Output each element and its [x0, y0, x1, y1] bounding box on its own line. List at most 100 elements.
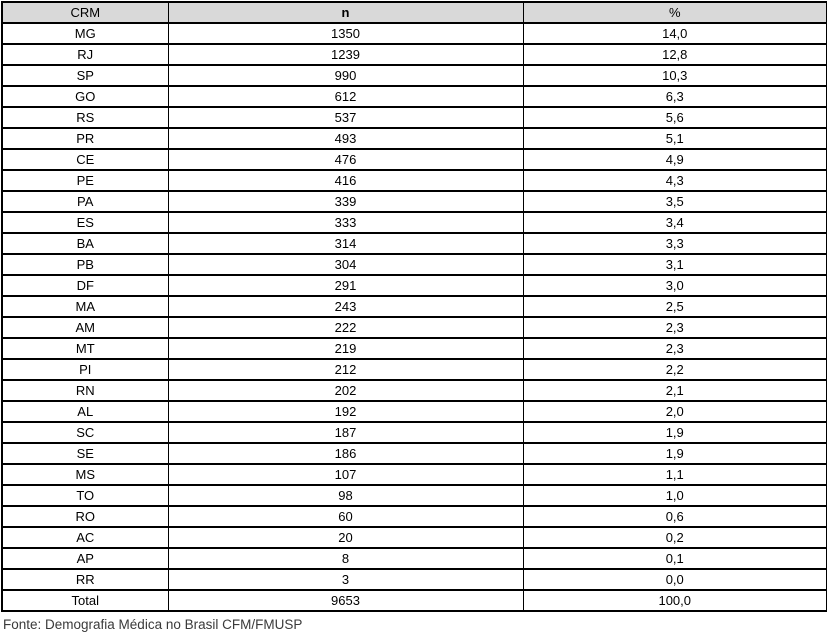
cell-pct: 5,1 [522, 127, 827, 150]
total-pct: 100,0 [522, 589, 827, 612]
cell-n: 3 [167, 568, 524, 591]
cell-pct: 3,3 [522, 232, 827, 255]
cell-pct: 3,0 [522, 274, 827, 297]
table-row: AL 192 2,0 [1, 400, 827, 423]
cell-crm: PR [1, 127, 169, 150]
cell-pct: 5,6 [522, 106, 827, 129]
table-row: AM 222 2,3 [1, 316, 827, 339]
cell-crm: AP [1, 547, 169, 570]
cell-crm: RS [1, 106, 169, 129]
cell-crm: RR [1, 568, 169, 591]
cell-pct: 2,0 [522, 400, 827, 423]
cell-n: 537 [167, 106, 524, 129]
cell-n: 20 [167, 526, 524, 549]
cell-n: 186 [167, 442, 524, 465]
table-row: MT 219 2,3 [1, 337, 827, 360]
cell-pct: 4,9 [522, 148, 827, 171]
cell-n: 612 [167, 85, 524, 108]
cell-crm: MA [1, 295, 169, 318]
cell-pct: 14,0 [522, 22, 827, 45]
table-row: RJ 1239 12,8 [1, 43, 827, 66]
cell-crm: PE [1, 169, 169, 192]
source-note: Fonte: Demografia Médica no Brasil CFM/F… [3, 617, 303, 632]
table-row: RS 537 5,6 [1, 106, 827, 129]
cell-n: 291 [167, 274, 524, 297]
column-header-pct: % [522, 1, 827, 24]
cell-n: 187 [167, 421, 524, 444]
table-row: TO 98 1,0 [1, 484, 827, 507]
cell-n: 333 [167, 211, 524, 234]
table-row: SE 186 1,9 [1, 442, 827, 465]
cell-pct: 10,3 [522, 64, 827, 87]
cell-n: 219 [167, 337, 524, 360]
cell-n: 314 [167, 232, 524, 255]
table-header-row: CRM n % [1, 1, 827, 24]
table-row: MG 1350 14,0 [1, 22, 827, 45]
table-row: PR 493 5,1 [1, 127, 827, 150]
cell-crm: RN [1, 379, 169, 402]
cell-pct: 2,1 [522, 379, 827, 402]
cell-n: 990 [167, 64, 524, 87]
table-row: ES 333 3,4 [1, 211, 827, 234]
table-row: RR 3 0,0 [1, 568, 827, 591]
cell-n: 304 [167, 253, 524, 276]
cell-crm: AM [1, 316, 169, 339]
table-row: AP 8 0,1 [1, 547, 827, 570]
table-row: MS 107 1,1 [1, 463, 827, 486]
cell-pct: 2,3 [522, 316, 827, 339]
crm-distribution-table: CRM n % MG 1350 14,0 RJ 1239 12,8 [1, 1, 827, 612]
cell-crm: SE [1, 442, 169, 465]
cell-n: 1350 [167, 22, 524, 45]
column-header-crm: CRM [1, 1, 169, 24]
cell-pct: 2,2 [522, 358, 827, 381]
cell-crm: ES [1, 211, 169, 234]
cell-pct: 1,1 [522, 463, 827, 486]
cell-crm: AL [1, 400, 169, 423]
table-row: GO 612 6,3 [1, 85, 827, 108]
cell-crm: SP [1, 64, 169, 87]
cell-n: 60 [167, 505, 524, 528]
cell-n: 416 [167, 169, 524, 192]
cell-n: 202 [167, 379, 524, 402]
table-row: BA 314 3,3 [1, 232, 827, 255]
cell-n: 192 [167, 400, 524, 423]
cell-pct: 12,8 [522, 43, 827, 66]
cell-crm: PB [1, 253, 169, 276]
cell-n: 212 [167, 358, 524, 381]
table-row: RO 60 0,6 [1, 505, 827, 528]
table-row: SC 187 1,9 [1, 421, 827, 444]
cell-crm: SC [1, 421, 169, 444]
cell-crm: CE [1, 148, 169, 171]
cell-crm: RO [1, 505, 169, 528]
cell-n: 107 [167, 463, 524, 486]
cell-crm: MS [1, 463, 169, 486]
cell-pct: 6,3 [522, 85, 827, 108]
total-label: Total [1, 589, 169, 612]
cell-pct: 4,3 [522, 169, 827, 192]
cell-pct: 3,4 [522, 211, 827, 234]
table-row: PE 416 4,3 [1, 169, 827, 192]
table-row: PA 339 3,5 [1, 190, 827, 213]
cell-crm: MG [1, 22, 169, 45]
table-row: DF 291 3,0 [1, 274, 827, 297]
cell-n: 8 [167, 547, 524, 570]
cell-pct: 2,5 [522, 295, 827, 318]
table-footer: Total 9653 100,0 [1, 589, 827, 612]
cell-pct: 1,9 [522, 421, 827, 444]
cell-n: 98 [167, 484, 524, 507]
cell-n: 222 [167, 316, 524, 339]
cell-n: 476 [167, 148, 524, 171]
table-row: PB 304 3,1 [1, 253, 827, 276]
cell-pct: 0,6 [522, 505, 827, 528]
cell-n: 339 [167, 190, 524, 213]
cell-crm: GO [1, 85, 169, 108]
cell-crm: PA [1, 190, 169, 213]
cell-n: 1239 [167, 43, 524, 66]
total-n: 9653 [167, 589, 524, 612]
table-body: MG 1350 14,0 RJ 1239 12,8 SP 990 10,3 [1, 22, 827, 591]
table-row: MA 243 2,5 [1, 295, 827, 318]
cell-n: 243 [167, 295, 524, 318]
cell-pct: 0,0 [522, 568, 827, 591]
cell-pct: 3,1 [522, 253, 827, 276]
